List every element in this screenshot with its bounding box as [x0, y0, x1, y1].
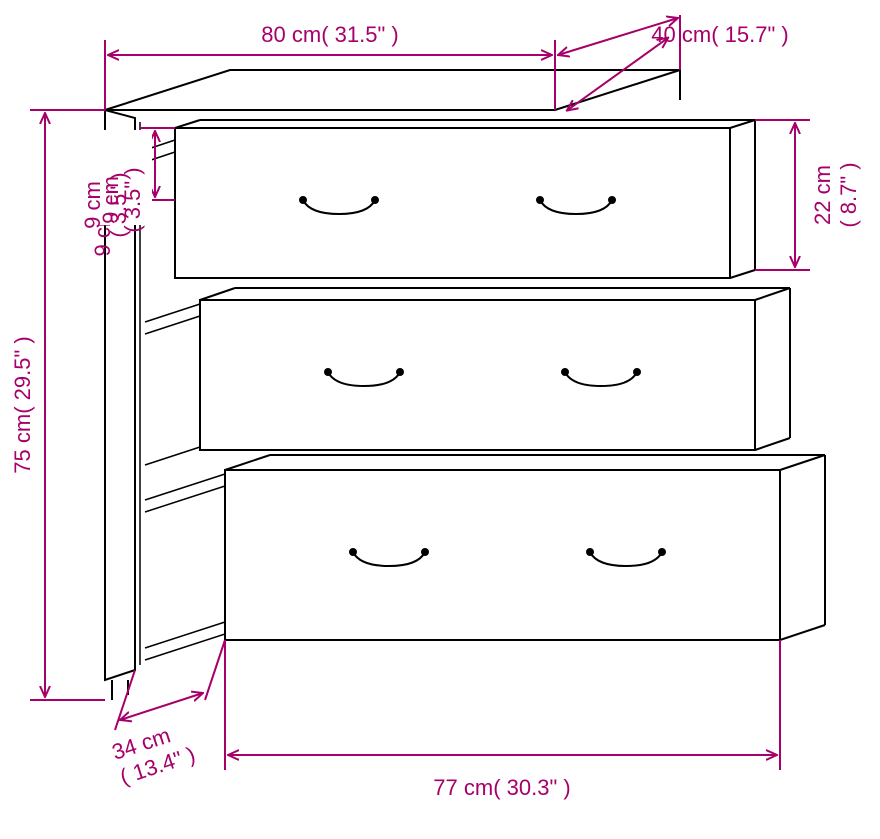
drawer-2	[145, 288, 790, 465]
svg-text:9 cm: 9 cm	[80, 181, 105, 229]
handle-d3-left	[350, 549, 428, 566]
handles	[300, 197, 665, 566]
svg-text:80 cm( 31.5" ): 80 cm( 31.5" )	[261, 22, 398, 47]
dim-handle-gap-labelgroup: 9 cm ( 3.5" )	[80, 172, 131, 237]
svg-text:( 8.7" ): ( 8.7" )	[836, 162, 861, 227]
dim-drawer-depth: 34 cm ( 13.4" )	[109, 640, 225, 789]
svg-text:75 cm( 29.5" ): 75 cm( 29.5" )	[10, 336, 35, 473]
dim-width-top-text: 80 cm( 31.5" )	[180, 20, 480, 50]
handle-d1-left	[300, 197, 378, 214]
svg-text:77 cm( 30.3" ): 77 cm( 30.3" )	[433, 775, 570, 800]
dim-depth-top	[555, 38, 680, 111]
drawing-container: 80 cm 80 cm( 31.5" ) 80 cm( 31.5" ) 40 c…	[0, 0, 880, 839]
handle-d3-right	[587, 549, 665, 566]
technical-drawing-svg: 80 cm 80 cm( 31.5" ) 80 cm( 31.5" ) 40 c…	[0, 0, 880, 839]
drawer-3	[145, 455, 825, 660]
drawer-1	[145, 120, 755, 278]
dim-depth-top-text: 40 cm( 15.7" )	[651, 22, 788, 47]
svg-text:22 cm: 22 cm	[810, 165, 835, 225]
handle-d2-left	[325, 369, 403, 386]
handle-d1-right	[537, 197, 615, 214]
svg-text:( 3.5" ): ( 3.5" )	[106, 172, 131, 237]
dim-drawer-width: 77 cm( 30.3" )	[225, 640, 780, 800]
handle-d2-right	[562, 369, 640, 386]
dim-drawer-height: 22 cm ( 8.7" )	[755, 120, 861, 270]
